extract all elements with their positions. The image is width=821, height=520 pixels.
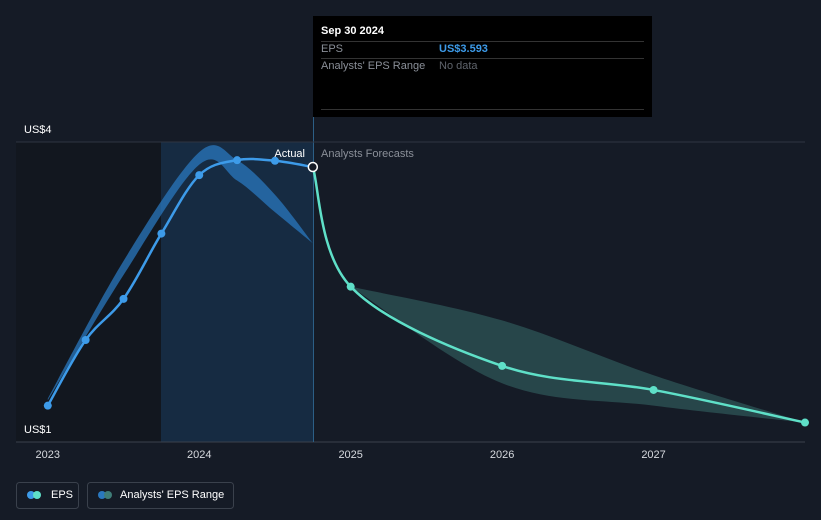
point	[157, 229, 166, 238]
point	[81, 335, 90, 344]
range-area	[350, 286, 805, 423]
legend: EPS Analysts' EPS Range	[16, 482, 234, 509]
point	[233, 156, 242, 165]
point	[346, 282, 355, 291]
past-shade	[16, 142, 161, 442]
point	[498, 361, 507, 370]
legend-swatch	[27, 491, 35, 499]
annotation-actual: Actual	[274, 148, 305, 160]
tooltip-label: EPS	[321, 43, 343, 55]
tooltip-label: Analysts' EPS Range	[321, 60, 425, 72]
legend-swatch	[98, 491, 106, 499]
legend-label: Analysts' EPS Range	[120, 489, 224, 501]
tooltip-box	[313, 16, 652, 117]
tooltip: Sep 30 2024 EPS US$3.593 Analysts' EPS R…	[313, 16, 652, 117]
x-tick-label: 2023	[36, 449, 60, 461]
tooltip-title: Sep 30 2024	[321, 25, 385, 37]
legend-swatch	[104, 491, 112, 499]
x-tick-label: 2025	[338, 449, 362, 461]
point	[43, 401, 52, 410]
y-tick-label: US$4	[24, 124, 52, 136]
point	[119, 294, 128, 303]
point	[195, 171, 204, 180]
point	[270, 156, 279, 165]
legend-swatch	[33, 491, 41, 499]
x-tick-label: 2026	[490, 449, 514, 461]
legend-item[interactable]	[87, 482, 234, 509]
annotation-forecast: Analysts Forecasts	[321, 148, 414, 160]
last-year-highlight	[161, 142, 313, 442]
point	[307, 161, 319, 173]
x-tick-label: 2027	[641, 449, 665, 461]
point	[649, 385, 658, 394]
legend-item[interactable]	[16, 482, 79, 509]
legend-label: EPS	[51, 489, 73, 501]
y-tick-label: US$1	[24, 424, 52, 436]
tooltip-value: US$3.593	[439, 43, 488, 55]
point	[801, 418, 809, 427]
tooltip-value: No data	[439, 60, 478, 72]
x-tick-label: 2024	[187, 449, 211, 461]
